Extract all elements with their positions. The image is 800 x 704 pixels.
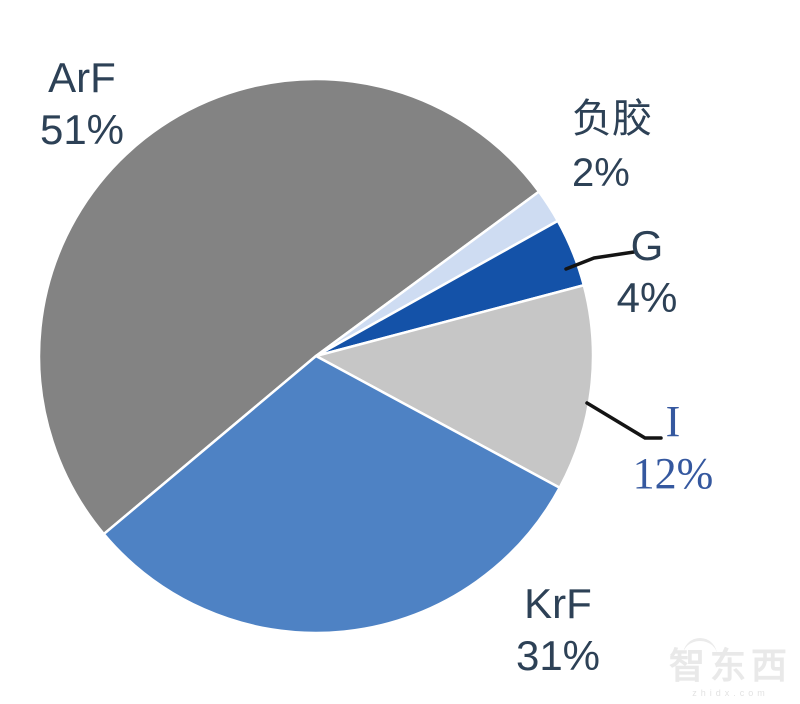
slice-label-krf: KrF 31% bbox=[516, 578, 600, 682]
pie-slice-ArF bbox=[37, 77, 541, 536]
leader-line-i bbox=[585, 401, 663, 440]
slice-pct-arf: 51% bbox=[39, 106, 125, 153]
pie-slice-I bbox=[314, 283, 595, 489]
watermark-site-text: zhidx.com bbox=[692, 688, 769, 698]
slice-name-i: I bbox=[665, 397, 681, 446]
slice-label-fujiao: 负胶 2% bbox=[572, 92, 652, 200]
slice-name-g: G bbox=[630, 222, 664, 269]
slice-label-i: I 12% bbox=[633, 396, 714, 500]
leader-lines bbox=[564, 250, 663, 440]
watermark-zhidx: 智东西 zhidx.com bbox=[669, 638, 792, 698]
slice-label-arf: ArF 51% bbox=[40, 52, 124, 156]
pie-slice-KrF bbox=[102, 354, 561, 635]
slice-label-g: G 4% bbox=[617, 220, 678, 324]
slice-pct-i: 12% bbox=[632, 449, 714, 498]
slice-name-fujiao: 负胶 bbox=[572, 97, 652, 141]
slice-pct-g: 4% bbox=[616, 274, 678, 321]
slice-name-krf: KrF bbox=[524, 580, 592, 627]
pie-slices bbox=[37, 77, 595, 635]
slice-name-arf: ArF bbox=[48, 54, 116, 101]
watermark-arc-icon bbox=[682, 638, 717, 655]
slice-pct-fujiao: 2% bbox=[572, 151, 630, 195]
leader-line-g bbox=[564, 250, 636, 271]
slice-pct-krf: 31% bbox=[515, 632, 601, 679]
